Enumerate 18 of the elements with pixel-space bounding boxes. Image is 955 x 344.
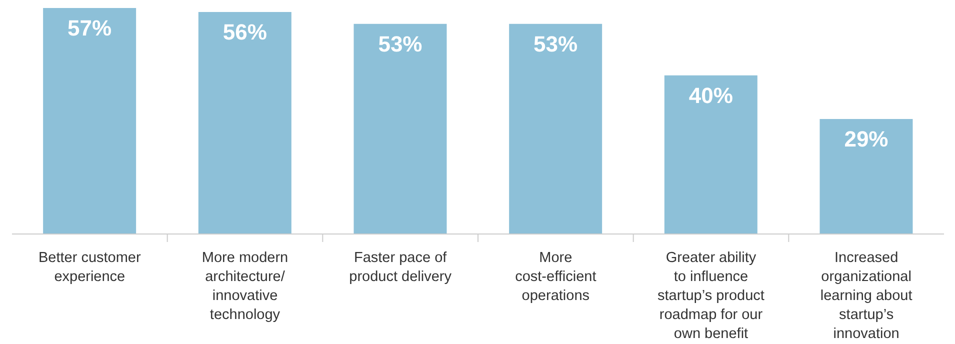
data-label: 57% [68,16,112,41]
bar [43,8,136,234]
bar [198,12,292,234]
x-tick-label: Better customer experience [38,250,142,285]
data-label: 56% [222,20,267,45]
bar [509,24,602,234]
x-tick-label: More modern architecture/ innovative technology [202,250,288,323]
x-tick-label: Greater ability to influence startup’s product roadmap for our own benefit [658,250,764,342]
data-label: 53% [534,31,578,56]
bar [664,75,758,234]
x-tick-label: More cost-efficient operations [515,250,596,304]
data-label: 40% [688,83,733,108]
data-label: 53% [378,31,422,56]
data-label: 29% [844,126,888,152]
x-tick-label: Faster pace of product delivery [349,250,452,285]
x-tick-label: Increased organizational learning about startup’s innovation [820,250,912,342]
bar [820,119,913,234]
bar [354,24,447,234]
